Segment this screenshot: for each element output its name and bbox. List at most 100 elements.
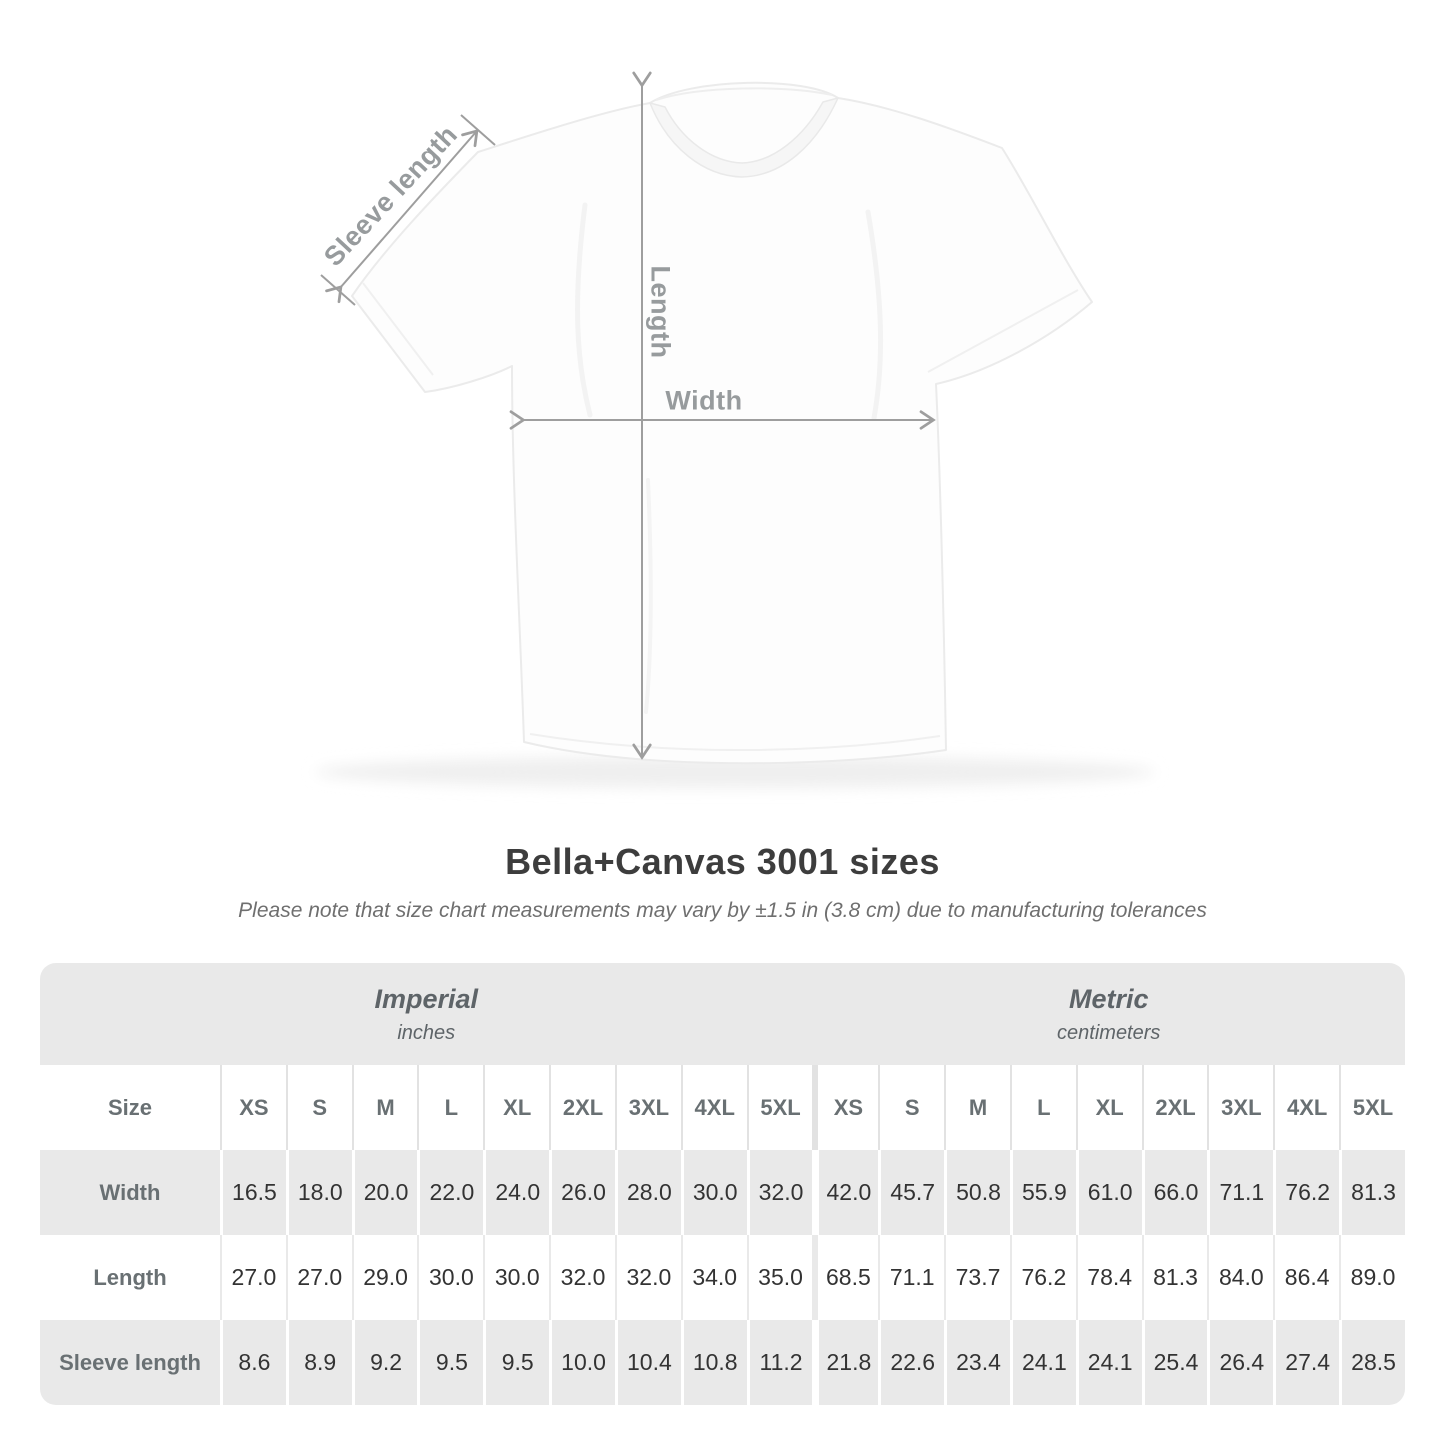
size-table: Imperial inches Metric centimeters Size … [40, 963, 1405, 1405]
width-metric-value: 66.0 [1141, 1150, 1208, 1235]
size-header-imperial-m: M [351, 1065, 418, 1150]
sleeve-metric-value: 24.1 [1009, 1320, 1076, 1405]
size-header-metric-xl: XL [1075, 1065, 1142, 1150]
sleeve-imperial-value: 10.0 [549, 1320, 615, 1405]
sleeve-metric-value: 28.5 [1339, 1320, 1405, 1405]
tshirt-shadow [315, 756, 1155, 788]
tshirt-hem-seam [529, 733, 941, 752]
width-imperial-value: 20.0 [351, 1150, 418, 1235]
length-metric-value: 73.7 [944, 1235, 1010, 1320]
size-header-metric-xs: XS [812, 1065, 879, 1150]
width-metric-value: 71.1 [1207, 1150, 1274, 1235]
length-imperial-value: 30.0 [483, 1235, 550, 1320]
tshirt-body [351, 81, 1093, 765]
width-metric-value: 42.0 [812, 1150, 879, 1235]
size-header-imperial-3xl: 3XL [614, 1065, 681, 1150]
size-header-metric-s: S [878, 1065, 945, 1150]
metric-group-label: Metric [1068, 983, 1149, 1014]
length-metric-value: 84.0 [1207, 1235, 1274, 1320]
sleeve-imperial-value: 9.2 [351, 1320, 418, 1405]
width-metric-value: 45.7 [878, 1150, 945, 1235]
width-imperial-value: 24.0 [483, 1150, 550, 1235]
sleeve-imperial-value: 10.4 [614, 1320, 681, 1405]
size-header-imperial-s: S [285, 1065, 352, 1150]
size-header-imperial-xl: XL [483, 1065, 550, 1150]
length-metric-value: 68.5 [812, 1235, 879, 1320]
length-metric-value: 86.4 [1273, 1235, 1340, 1320]
tshirt-right-cuff-seam [927, 289, 1079, 373]
size-header-row: Size XS S M L XL 2XL 3XL 4XL 5XL XS S M … [40, 1065, 1405, 1150]
sleeve-metric-value: 21.8 [812, 1320, 879, 1405]
sleeve-imperial-value: 10.8 [680, 1320, 747, 1405]
length-row: Length 27.0 27.0 29.0 30.0 30.0 32.0 32.… [40, 1235, 1405, 1320]
length-imperial-value: 27.0 [285, 1235, 352, 1320]
imperial-group-header: Imperial inches [40, 963, 813, 1065]
sleeve-imperial-value: 9.5 [417, 1320, 484, 1405]
sleeve-imperial-value: 8.9 [285, 1320, 352, 1405]
sleeve-imperial-value: 9.5 [483, 1320, 550, 1405]
sleeve-metric-value: 23.4 [944, 1320, 1010, 1405]
width-metric-value: 55.9 [1009, 1150, 1076, 1235]
sleeve-length-arrow [325, 129, 479, 304]
page-title: Bella+Canvas 3001 sizes [505, 841, 940, 882]
tshirt-collar [649, 97, 839, 178]
sleeve-metric-value: 22.6 [878, 1320, 945, 1405]
length-imperial-value: 32.0 [614, 1235, 681, 1320]
sleeve-metric-value: 27.4 [1273, 1320, 1340, 1405]
length-metric-value: 78.4 [1075, 1235, 1142, 1320]
unit-group-header-row: Imperial inches Metric centimeters [40, 963, 1405, 1065]
size-header-imperial-2xl: 2XL [549, 1065, 615, 1150]
tshirt-collar-back-seam [655, 87, 833, 101]
sleeve-arrow-end-tick [460, 114, 496, 146]
width-imperial-value: 30.0 [680, 1150, 747, 1235]
length-row-label: Length [40, 1235, 220, 1320]
length-imperial-value: 32.0 [549, 1235, 615, 1320]
sleeve-metric-value: 25.4 [1141, 1320, 1208, 1405]
size-header-metric-m: M [944, 1065, 1010, 1150]
size-header-metric-2xl: 2XL [1141, 1065, 1208, 1150]
sleeve-imperial-value: 8.6 [220, 1320, 286, 1405]
size-header-metric-l: L [1009, 1065, 1076, 1150]
size-header-imperial-5xl: 5XL [746, 1065, 813, 1150]
length-imperial-value: 30.0 [417, 1235, 484, 1320]
length-metric-value: 89.0 [1339, 1235, 1405, 1320]
size-header-imperial-xs: XS [220, 1065, 286, 1150]
length-imperial-value: 34.0 [680, 1235, 747, 1320]
width-imperial-value: 22.0 [417, 1150, 484, 1235]
length-metric-value: 81.3 [1141, 1235, 1208, 1320]
sleeve-imperial-value: 11.2 [746, 1320, 813, 1405]
width-row-label: Width [40, 1150, 220, 1235]
sleeve-arrow-start-tick [320, 274, 356, 306]
length-imperial-value: 27.0 [220, 1235, 286, 1320]
width-metric-value: 81.3 [1339, 1150, 1405, 1235]
width-imperial-value: 18.0 [285, 1150, 352, 1235]
length-imperial-value: 35.0 [746, 1235, 813, 1320]
width-row: Width 16.5 18.0 20.0 22.0 24.0 26.0 28.0… [40, 1150, 1405, 1235]
sleeve-metric-value: 24.1 [1075, 1320, 1142, 1405]
sleeve-metric-value: 26.4 [1207, 1320, 1274, 1405]
width-dimension-label: Width [665, 385, 743, 416]
size-header-metric-5xl: 5XL [1339, 1065, 1405, 1150]
size-column-header: Size [40, 1065, 220, 1150]
width-metric-value: 50.8 [944, 1150, 1010, 1235]
width-imperial-value: 16.5 [220, 1150, 286, 1235]
length-imperial-value: 29.0 [351, 1235, 418, 1320]
tshirt-measurement-diagram: Sleeve length Length Width [315, 71, 1155, 788]
size-header-imperial-4xl: 4XL [680, 1065, 747, 1150]
sleeve-length-row: Sleeve length 8.6 8.9 9.2 9.5 9.5 10.0 1… [40, 1320, 1405, 1405]
size-header-imperial-l: L [417, 1065, 484, 1150]
tshirt-fold-right [865, 209, 884, 421]
length-dimension-label: Length [645, 265, 676, 359]
tshirt-fold-left [575, 202, 593, 418]
imperial-group-label: Imperial [374, 983, 478, 1014]
width-imperial-value: 32.0 [746, 1150, 813, 1235]
length-metric-value: 71.1 [878, 1235, 945, 1320]
metric-group-header: Metric centimeters [812, 963, 1405, 1065]
width-imperial-value: 26.0 [549, 1150, 615, 1235]
size-header-metric-4xl: 4XL [1273, 1065, 1340, 1150]
width-metric-value: 61.0 [1075, 1150, 1142, 1235]
width-metric-value: 76.2 [1273, 1150, 1340, 1235]
sleeve-length-row-label: Sleeve length [40, 1320, 220, 1405]
size-header-metric-3xl: 3XL [1207, 1065, 1274, 1150]
